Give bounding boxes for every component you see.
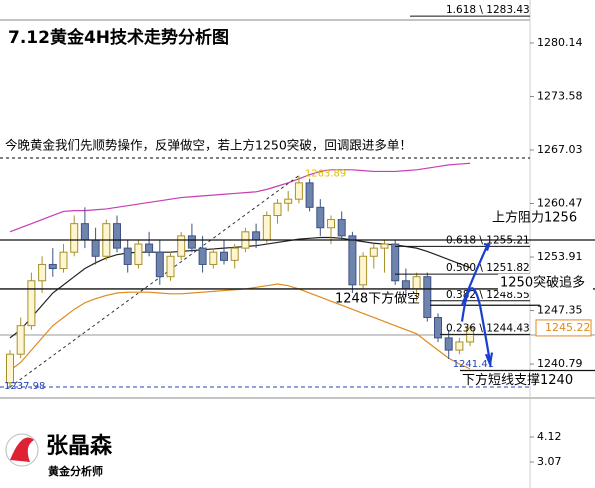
candle-body (369, 247, 378, 257)
candle-body (466, 327, 475, 343)
candle-body (209, 251, 218, 265)
candle-body (38, 263, 47, 282)
arrow-head (484, 352, 494, 368)
candle-body (444, 337, 453, 351)
candle-body (359, 255, 368, 286)
level-label: 下方短线支撑1240 (462, 372, 573, 388)
level-label: 上方阻力1256 (492, 209, 577, 225)
candle-body (187, 235, 196, 249)
candle-body (305, 182, 314, 208)
candle-body (155, 251, 164, 278)
candle-body (230, 247, 239, 261)
candle-body (166, 255, 175, 278)
logo-name: 张晶森 (46, 433, 113, 459)
candle-body (337, 219, 346, 237)
candle-body (70, 223, 79, 253)
candle-body (145, 243, 154, 253)
candle-body (348, 235, 357, 286)
level-label: 1250突破追多 (500, 274, 585, 290)
label-box (498, 273, 593, 292)
candle-body (48, 263, 57, 270)
y-tick-label: 3.07 (537, 455, 562, 468)
fib-label: 1.618 \ 1283.43 (446, 4, 530, 16)
candle-body (412, 276, 421, 290)
candle-body (220, 251, 228, 261)
candle-body (80, 223, 89, 241)
candle-body (380, 243, 389, 249)
low-label: 1237.98 (4, 381, 45, 392)
price-box (535, 319, 592, 337)
arrow-head (483, 242, 491, 251)
y-tick-label: 1247.35 (537, 304, 583, 317)
candle-body (434, 316, 442, 339)
fib-label: 0.500 \ 1251.82 (446, 262, 530, 274)
candle-body (6, 353, 14, 384)
candle-body (455, 341, 464, 351)
logo: 张晶森 黄金分析师 (5, 433, 113, 478)
y-tick-label: 1260.47 (537, 196, 583, 209)
high-label: 1263.89 (305, 169, 346, 180)
candle-body (59, 251, 68, 270)
candle-body (177, 235, 186, 257)
low-label: 1241.41 (453, 359, 494, 370)
candle-body (134, 243, 143, 265)
candle-body (327, 219, 335, 229)
y-tick-label: 4.12 (537, 430, 562, 443)
logo-subtitle: 黄金分析师 (48, 464, 103, 478)
price-label: 1245.22 (545, 321, 591, 334)
candle-body (91, 239, 100, 257)
candle-body (294, 182, 303, 200)
candle-body (401, 280, 410, 290)
y-tick-label: 1253.91 (537, 250, 583, 263)
note: 今晚黄金我们先顺势操作，反弹做空，若上方1250突破，回调跟进多单！ (5, 138, 412, 153)
candle-body (273, 202, 282, 216)
candle-body (391, 243, 400, 282)
candle-body (316, 206, 325, 229)
y-tick-label: 1240.79 (537, 357, 583, 370)
y-tick-label: 1267.03 (537, 143, 583, 156)
logo-icon (10, 437, 34, 462)
y-tick-label: 1273.58 (537, 90, 583, 103)
chart-title: 7.12黄金4H技术走势分析图 (8, 27, 229, 48)
candle-body (16, 325, 25, 355)
candle-body (423, 276, 432, 318)
arrow (460, 287, 492, 363)
candle-body (262, 214, 271, 241)
fib-label: 0.236 \ 1244.43 (446, 322, 530, 334)
band-line (9, 162, 471, 233)
candle-body (252, 231, 261, 241)
y-tick-label: 1280.14 (537, 36, 583, 49)
candle-body (284, 198, 293, 204)
candle-body (198, 247, 207, 265)
level-label: 1248下方做空 (335, 291, 420, 307)
candle-body (123, 247, 132, 265)
candle-body (27, 280, 36, 327)
arrow (460, 243, 490, 306)
candle-body (113, 223, 121, 249)
